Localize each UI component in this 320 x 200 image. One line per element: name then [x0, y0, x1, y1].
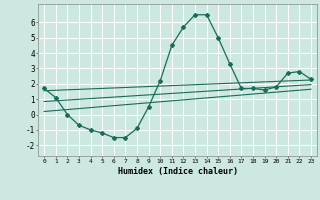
X-axis label: Humidex (Indice chaleur): Humidex (Indice chaleur) [118, 167, 238, 176]
